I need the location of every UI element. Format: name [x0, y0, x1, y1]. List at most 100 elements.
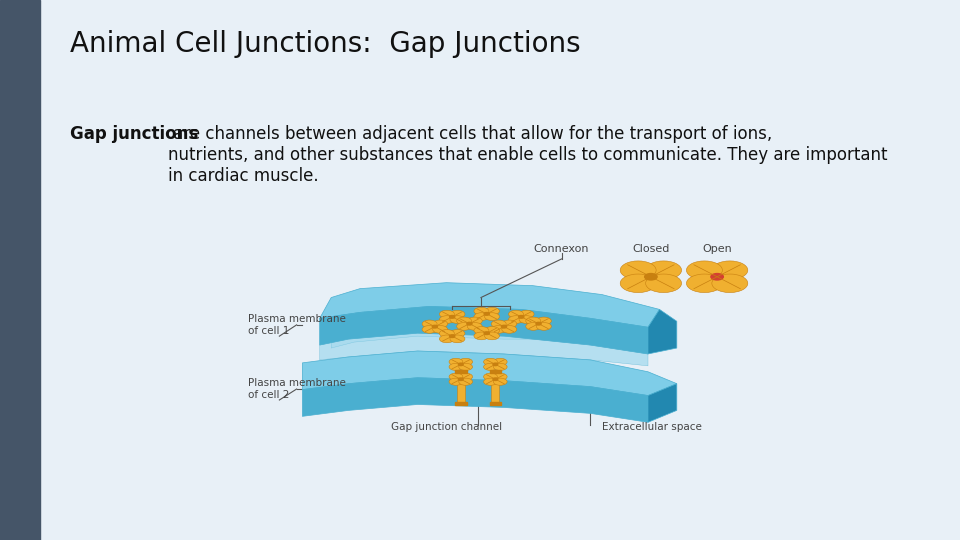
Circle shape [474, 307, 489, 315]
Circle shape [440, 335, 454, 343]
Circle shape [459, 363, 463, 366]
Circle shape [474, 327, 489, 334]
Circle shape [620, 274, 656, 293]
Circle shape [433, 320, 447, 328]
Bar [457, 379, 465, 404]
Circle shape [645, 274, 657, 280]
Circle shape [440, 316, 454, 323]
Polygon shape [648, 383, 677, 422]
Circle shape [526, 322, 540, 330]
Circle shape [485, 327, 499, 334]
Text: Extracellular space: Extracellular space [602, 422, 702, 431]
Circle shape [537, 317, 551, 325]
Circle shape [422, 326, 437, 333]
Circle shape [646, 274, 682, 293]
Circle shape [433, 326, 447, 333]
Circle shape [485, 332, 499, 340]
Circle shape [422, 320, 437, 328]
Polygon shape [648, 309, 677, 354]
Circle shape [474, 332, 489, 340]
Circle shape [484, 313, 490, 315]
Circle shape [432, 325, 438, 328]
Circle shape [502, 326, 516, 333]
Circle shape [686, 261, 722, 280]
Text: Plasma membrane
of cell 2: Plasma membrane of cell 2 [248, 378, 346, 400]
Circle shape [519, 310, 534, 318]
Circle shape [440, 310, 454, 318]
Circle shape [467, 322, 472, 325]
Circle shape [712, 274, 748, 293]
Circle shape [493, 373, 507, 380]
Text: Gap junctions: Gap junctions [70, 125, 199, 143]
Circle shape [509, 316, 523, 323]
Circle shape [493, 378, 497, 381]
Bar [492, 379, 499, 404]
Circle shape [484, 359, 497, 366]
Polygon shape [320, 282, 660, 327]
Circle shape [459, 378, 472, 385]
Circle shape [711, 274, 723, 280]
Circle shape [537, 322, 551, 330]
Circle shape [519, 316, 534, 323]
Text: Animal Cell Junctions:  Gap Junctions: Animal Cell Junctions: Gap Junctions [70, 30, 581, 58]
Circle shape [459, 373, 472, 380]
Text: Closed: Closed [633, 244, 669, 253]
Text: are channels between adjacent cells that allow for the transport of ions,
nutrie: are channels between adjacent cells that… [167, 125, 887, 185]
Circle shape [459, 378, 463, 381]
Circle shape [485, 307, 499, 315]
Circle shape [484, 378, 497, 385]
Circle shape [457, 322, 471, 330]
Circle shape [509, 310, 523, 318]
Bar [455, 402, 467, 406]
Circle shape [449, 363, 463, 370]
Circle shape [449, 378, 463, 385]
Polygon shape [302, 351, 677, 395]
Polygon shape [302, 378, 648, 422]
Circle shape [493, 359, 507, 366]
Circle shape [450, 329, 465, 338]
Circle shape [646, 261, 682, 280]
Circle shape [457, 317, 471, 325]
Bar [490, 402, 501, 406]
Circle shape [493, 363, 497, 366]
Bar [0, 0, 40, 540]
Circle shape [493, 378, 507, 385]
Bar [455, 370, 467, 373]
Text: Gap junction channel: Gap junction channel [391, 422, 502, 431]
Circle shape [459, 359, 472, 366]
Text: Connexon: Connexon [534, 244, 589, 253]
Bar [490, 370, 501, 373]
Circle shape [518, 315, 524, 318]
Circle shape [484, 373, 497, 380]
Circle shape [450, 310, 465, 318]
Circle shape [492, 320, 506, 328]
Circle shape [449, 335, 455, 338]
Circle shape [501, 325, 507, 328]
Circle shape [450, 316, 465, 323]
Circle shape [484, 363, 497, 370]
Circle shape [493, 363, 507, 370]
Circle shape [485, 313, 499, 320]
Polygon shape [320, 306, 648, 354]
Circle shape [536, 322, 541, 325]
Circle shape [449, 359, 463, 366]
Circle shape [686, 274, 722, 293]
Polygon shape [320, 333, 648, 366]
Circle shape [484, 332, 490, 334]
Circle shape [468, 317, 482, 325]
Text: Plasma membrane
of cell 1: Plasma membrane of cell 1 [248, 314, 346, 336]
Circle shape [468, 322, 482, 330]
Circle shape [474, 313, 489, 320]
Circle shape [492, 326, 506, 333]
Circle shape [450, 335, 465, 343]
Circle shape [449, 373, 463, 380]
Circle shape [459, 363, 472, 370]
Circle shape [449, 315, 455, 318]
Circle shape [620, 261, 656, 280]
Circle shape [440, 329, 454, 338]
Text: Open: Open [703, 244, 732, 253]
Circle shape [526, 317, 540, 325]
Polygon shape [331, 309, 619, 348]
Circle shape [712, 261, 748, 280]
Circle shape [502, 320, 516, 328]
